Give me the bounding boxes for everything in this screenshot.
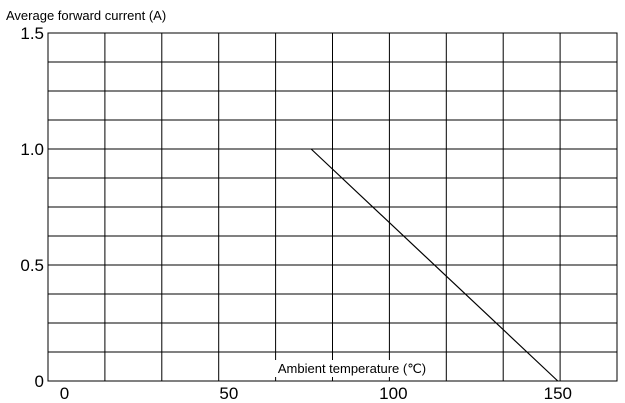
series-group <box>310 148 559 382</box>
y-tick-label: 0.5 <box>20 256 44 275</box>
x-tick-labels: 0 50 100 150 <box>60 384 572 403</box>
plot-frame <box>47 32 618 382</box>
x-tick-label: 50 <box>219 384 238 403</box>
y-tick-labels: 0 0.5 1.0 1.5 <box>20 24 44 391</box>
y-tick-label: 1.0 <box>20 140 44 159</box>
y-axis-label: Average forward current (A) <box>6 8 166 23</box>
x-tick-label: 100 <box>379 384 407 403</box>
y-tick-label: 0 <box>35 372 44 391</box>
y-tick-label: 1.5 <box>20 24 44 43</box>
x-axis-label-background <box>274 360 430 377</box>
x-tick-label: 0 <box>60 384 69 403</box>
x-tick-label: 150 <box>544 384 572 403</box>
grid-lines <box>48 33 617 381</box>
derating-line <box>310 148 559 382</box>
x-axis-label: Ambient temperature (℃) <box>278 361 426 376</box>
